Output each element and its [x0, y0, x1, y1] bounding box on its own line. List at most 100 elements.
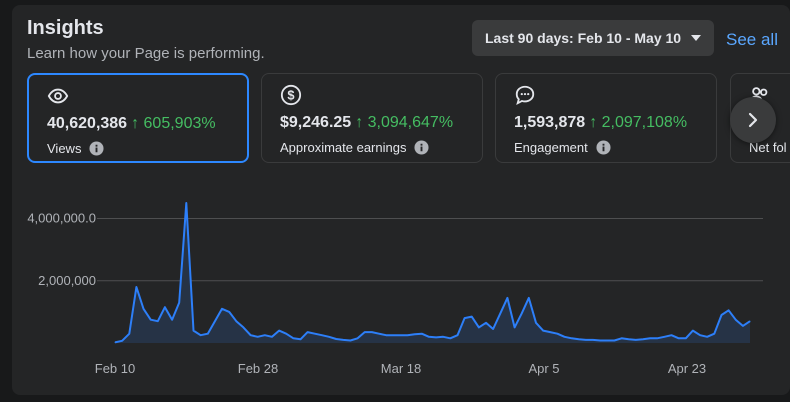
date-range-dropdown[interactable]: Last 90 days: Feb 10 - May 10	[472, 20, 714, 56]
engagement-label: Engagement	[514, 140, 588, 155]
data-point	[235, 320, 237, 322]
data-point	[178, 302, 180, 304]
views-line	[114, 202, 751, 344]
data-point	[271, 336, 273, 338]
data-point	[192, 330, 194, 332]
data-point	[720, 314, 722, 316]
data-point	[599, 340, 601, 342]
data-point	[685, 337, 687, 339]
next-cards-button[interactable]	[730, 97, 776, 143]
data-point	[742, 325, 744, 327]
views-label: Views	[47, 141, 82, 156]
page-title: Insights	[27, 17, 104, 39]
data-point	[492, 328, 494, 330]
data-point	[157, 320, 159, 322]
data-point	[135, 286, 137, 288]
data-point	[207, 333, 209, 335]
data-point	[164, 306, 166, 308]
data-point	[385, 334, 387, 336]
data-point	[143, 308, 145, 310]
data-point	[606, 340, 608, 342]
data-point	[478, 326, 480, 328]
earnings-card[interactable]: $ $9,246.25 ↑ 3,094,647% Approximate earn…	[261, 73, 483, 163]
data-point	[528, 297, 530, 299]
eye-icon	[47, 88, 69, 104]
data-point	[114, 341, 116, 343]
data-point	[150, 319, 152, 321]
data-point	[428, 336, 430, 338]
data-point	[699, 334, 701, 336]
data-point	[628, 338, 630, 340]
chevron-right-icon	[748, 112, 758, 128]
data-point	[549, 331, 551, 333]
data-point	[300, 338, 302, 340]
data-point	[521, 312, 523, 314]
engagement-value: 1,593,878	[514, 114, 586, 131]
data-point	[407, 334, 409, 336]
data-point	[242, 326, 244, 328]
info-icon[interactable]	[596, 140, 611, 155]
data-point	[456, 334, 458, 336]
data-point	[264, 334, 266, 336]
data-point	[421, 333, 423, 335]
data-point	[185, 202, 187, 204]
page-subtitle: Learn how your Page is performing.	[27, 45, 265, 62]
x-tick-label: Apr 23	[668, 361, 706, 376]
data-point	[392, 334, 394, 336]
data-point	[749, 320, 751, 322]
data-point	[485, 322, 487, 324]
data-point	[285, 333, 287, 335]
x-tick-label: Apr 5	[528, 361, 559, 376]
data-point	[200, 334, 202, 336]
data-point	[292, 337, 294, 339]
caret-down-icon	[691, 35, 702, 41]
data-point	[378, 333, 380, 335]
views-delta: ↑ 605,903%	[131, 115, 216, 132]
data-point	[250, 334, 252, 336]
data-point	[556, 333, 558, 335]
data-point	[649, 337, 651, 339]
data-point	[514, 326, 516, 328]
data-point	[257, 336, 259, 338]
y-tick-label: 2,000,000	[38, 273, 96, 288]
data-point	[621, 337, 623, 339]
data-point	[471, 316, 473, 318]
data-point	[335, 338, 337, 340]
data-point	[656, 337, 658, 339]
data-point	[506, 297, 508, 299]
insights-panel: Insights Learn how your Page is performi…	[12, 5, 790, 395]
data-point	[442, 336, 444, 338]
data-point	[278, 330, 280, 332]
data-point	[399, 334, 401, 336]
data-point	[592, 339, 594, 341]
data-point	[678, 337, 680, 339]
data-point	[706, 336, 708, 338]
views-chart: 2,000,000 4,000,000.0 Feb 10 Feb 28 Mar 18 Ap…	[27, 202, 763, 376]
info-icon[interactable]	[89, 141, 104, 156]
x-tick-label: Feb 10	[95, 361, 135, 376]
data-point	[321, 334, 323, 336]
data-point	[713, 333, 715, 335]
see-all-link[interactable]: See all	[726, 30, 778, 49]
chat-bubble-icon	[515, 85, 535, 106]
x-tick-label: Feb 28	[238, 361, 278, 376]
views-value: 40,620,386	[47, 115, 128, 132]
data-point	[635, 339, 637, 341]
data-point	[214, 320, 216, 322]
data-point	[121, 340, 123, 342]
data-point	[364, 331, 366, 333]
data-point	[563, 336, 565, 338]
data-point	[578, 338, 580, 340]
svg-text:$: $	[287, 88, 294, 103]
earnings-value: $9,246.25	[280, 114, 352, 131]
earnings-delta: ↑ 3,094,647%	[355, 114, 454, 131]
engagement-card[interactable]: 1,593,878 ↑ 2,097,108% Engagement	[495, 73, 717, 163]
views-card[interactable]: 40,620,386 ↑ 605,903% Views	[27, 73, 249, 163]
data-point	[307, 331, 309, 333]
data-point	[535, 322, 537, 324]
info-icon[interactable]	[414, 140, 429, 155]
data-point	[499, 312, 501, 314]
views-area	[115, 203, 750, 343]
data-point	[671, 334, 673, 336]
data-point	[613, 340, 615, 342]
